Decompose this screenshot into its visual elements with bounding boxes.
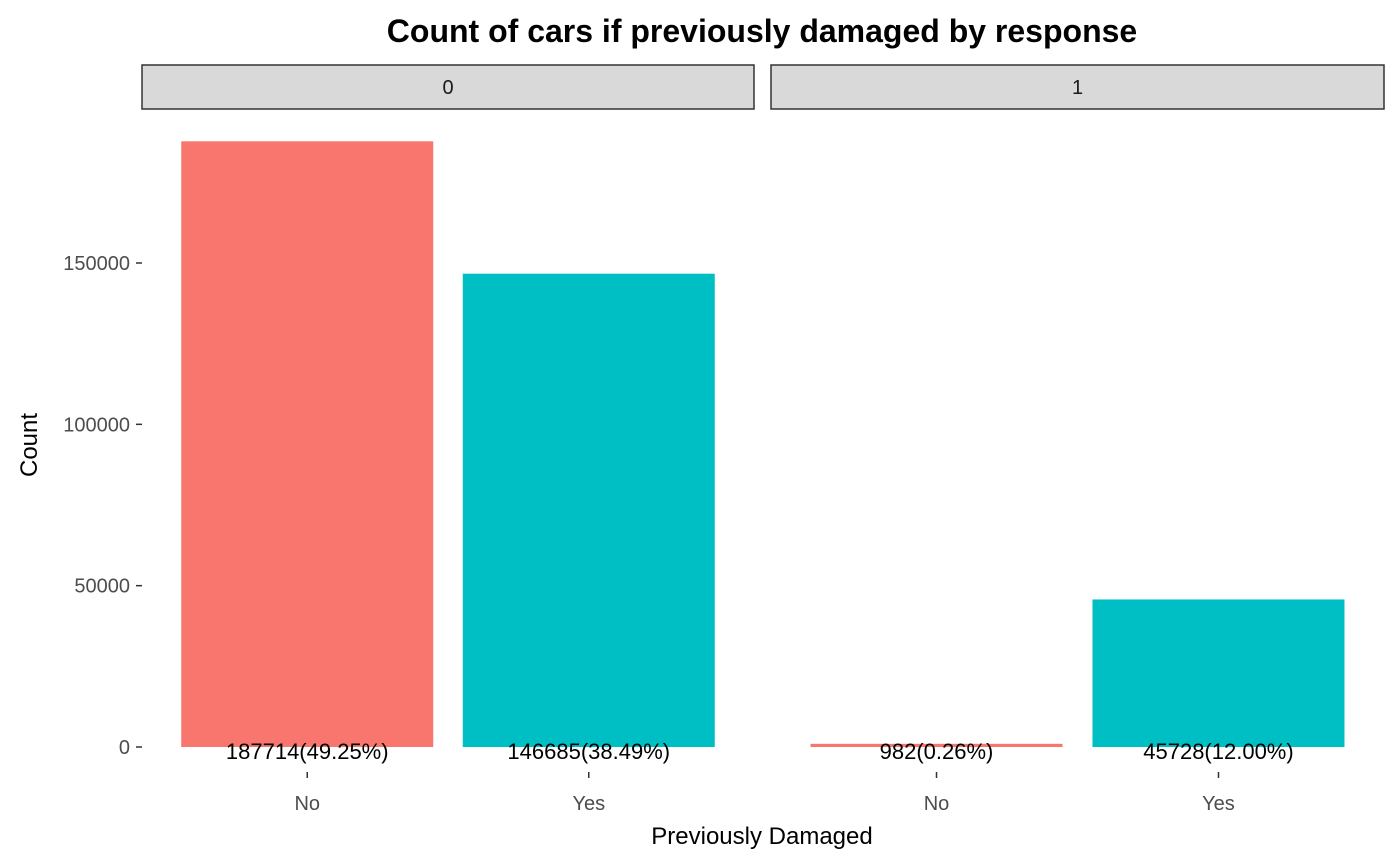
bar-label: 45728(12.00%) bbox=[1143, 739, 1293, 764]
bar-labels: 187714(49.25%) 146685(38.49%) 982(0.26%) 45… bbox=[226, 739, 1294, 764]
facet-strip-label: 1 bbox=[1072, 77, 1083, 99]
chart-title: Count of cars if previously damaged by r… bbox=[387, 13, 1137, 49]
y-axis: 0 50000 100000 150000 bbox=[63, 253, 142, 759]
bars bbox=[181, 141, 1345, 747]
bar-1-yes bbox=[1092, 599, 1345, 747]
x-tick-label: Yes bbox=[572, 793, 605, 815]
facet-strip bbox=[141, 64, 755, 110]
y-tick-label: 150000 bbox=[63, 253, 130, 275]
y-axis-title: Count bbox=[16, 413, 43, 477]
x-axis: No Yes No Yes bbox=[294, 772, 1235, 815]
bar-0-no bbox=[181, 141, 434, 747]
facet-strip-label: 0 bbox=[442, 77, 453, 99]
bar-label: 187714(49.25%) bbox=[226, 739, 389, 764]
y-tick-label: 100000 bbox=[63, 414, 130, 436]
x-axis-title: Previously Damaged bbox=[651, 823, 872, 850]
bar-label: 146685(38.49%) bbox=[507, 739, 670, 764]
y-tick-label: 50000 bbox=[74, 576, 130, 598]
facet-strip bbox=[770, 64, 1385, 110]
x-tick-label: Yes bbox=[1202, 793, 1235, 815]
x-tick-label: No bbox=[924, 793, 950, 815]
bar-0-yes bbox=[462, 273, 715, 747]
bar-label: 982(0.26%) bbox=[880, 739, 994, 764]
x-tick-label: No bbox=[294, 793, 320, 815]
y-tick-label: 0 bbox=[119, 737, 130, 759]
bar-1-no bbox=[810, 743, 1063, 747]
